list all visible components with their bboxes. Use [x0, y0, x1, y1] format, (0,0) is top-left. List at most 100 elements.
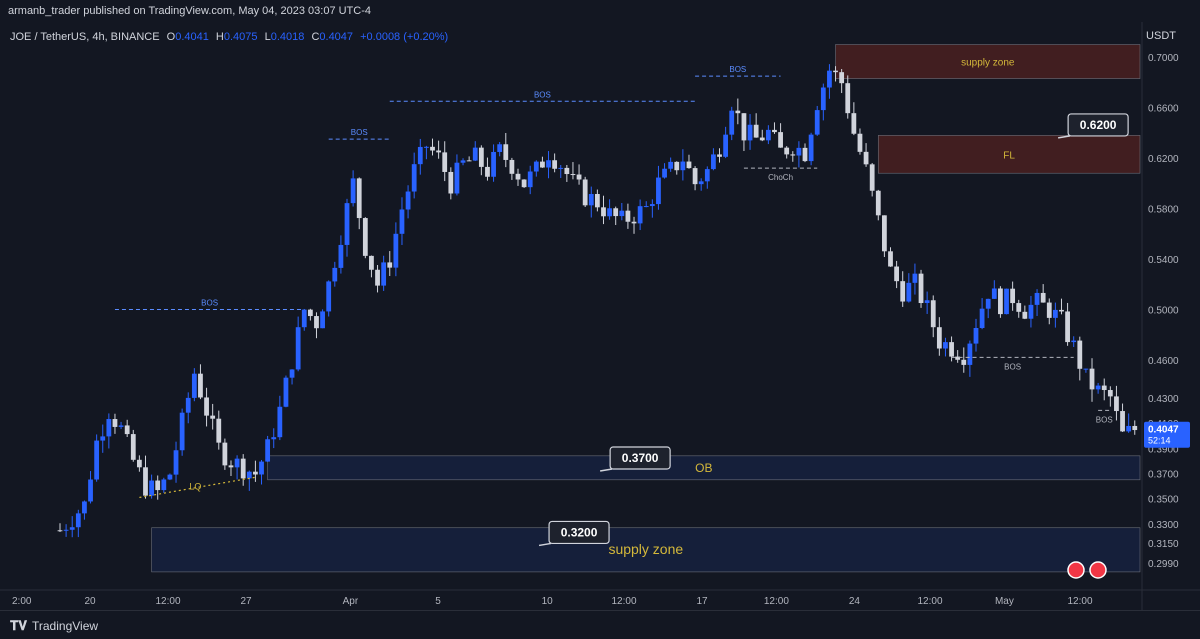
price-chart[interactable]: supply zone FL OB supply zone BOS BOS BOS BOS Ch…	[0, 22, 1200, 610]
candle-body	[649, 204, 655, 207]
candle-body	[1046, 302, 1052, 318]
candle-body	[668, 161, 674, 169]
candle-body	[362, 218, 368, 256]
candle-body	[75, 513, 81, 528]
candle-body	[594, 193, 600, 208]
price-tick-label: 0.3500	[1148, 495, 1179, 506]
candle-body	[570, 174, 576, 176]
time-tick-label: 20	[84, 596, 96, 607]
time-tick-label: 12:00	[611, 596, 636, 607]
candle-body	[588, 193, 594, 206]
candle-body	[485, 166, 490, 177]
candle-body	[930, 300, 936, 328]
bos-label: BOS	[729, 65, 746, 74]
candle-body	[686, 161, 692, 169]
candle-body	[405, 191, 411, 210]
candle-body	[674, 161, 680, 171]
candle-body	[417, 146, 423, 165]
candle-body	[735, 110, 741, 114]
candle-body	[277, 406, 283, 438]
candle-body	[1095, 385, 1101, 390]
close-label: C	[311, 31, 320, 43]
candle-body	[326, 281, 332, 312]
candle-body	[1065, 311, 1070, 343]
candle-body	[637, 206, 643, 224]
candle-body	[912, 273, 918, 283]
zone-box	[835, 44, 1141, 79]
candle-body	[301, 309, 307, 328]
candle-body	[216, 418, 222, 443]
low-label: L	[264, 31, 271, 43]
time-tick-label: 17	[696, 596, 708, 607]
price-tick-label: 0.3150	[1148, 539, 1179, 550]
candle-body	[185, 397, 191, 413]
candle-body	[607, 208, 612, 217]
candle-body	[136, 459, 142, 468]
economic-event-icon	[1067, 561, 1085, 579]
price-tick-label: 0.5400	[1148, 255, 1179, 266]
candle-body	[155, 480, 161, 491]
callout-box	[609, 446, 671, 470]
candle-body	[338, 244, 344, 268]
candle-body	[888, 251, 893, 267]
candle-body	[1059, 309, 1064, 312]
candle-body	[393, 233, 399, 268]
candle-body	[802, 147, 808, 162]
candle-body	[619, 210, 625, 217]
candle-body	[106, 419, 112, 437]
candle-body	[356, 178, 362, 219]
candle-body	[1089, 368, 1095, 390]
chart-frame[interactable]: JOE / TetherUS, 4h, BINANCE O0.4041 H0.4…	[0, 22, 1200, 610]
economic-event-icon	[1089, 561, 1107, 579]
candle-body	[881, 215, 887, 252]
candle-body	[863, 151, 869, 165]
candle-countdown-label: 52:14	[1148, 436, 1171, 446]
time-tick-label: 12:00	[155, 596, 180, 607]
candle-body	[936, 327, 942, 349]
candle-body	[118, 425, 124, 427]
candle-body	[491, 151, 496, 177]
candle-body	[723, 134, 729, 157]
candle-body	[759, 137, 765, 141]
candle-body	[576, 174, 582, 180]
candle-body	[985, 298, 991, 309]
candle-body	[112, 419, 118, 427]
tradingview-logo[interactable]: 𝐓𝐕 TradingView	[10, 618, 98, 634]
candle-body	[778, 132, 783, 148]
candle-body	[784, 147, 790, 155]
candle-body	[253, 471, 258, 475]
candle-body	[875, 190, 881, 216]
candle-body	[613, 208, 619, 217]
candle-body	[259, 461, 264, 475]
candle-body	[833, 70, 838, 73]
candle-body	[228, 465, 234, 468]
candle-body	[240, 458, 246, 479]
candle-body	[1120, 411, 1125, 432]
candle-body	[497, 144, 503, 152]
current-price-label: 0.4047	[1148, 425, 1179, 436]
candle-body	[1004, 288, 1009, 315]
candle-body	[515, 173, 521, 180]
candle-body	[900, 281, 906, 302]
candle-body	[448, 171, 454, 194]
candle-body	[143, 467, 148, 496]
candle-body	[198, 373, 203, 398]
candle-body	[924, 300, 930, 304]
candle-body	[1077, 340, 1083, 369]
candle-body	[698, 181, 704, 185]
candle-body	[369, 255, 374, 270]
candle-body	[82, 501, 87, 514]
tradingview-logo-icon: 𝐓𝐕	[10, 618, 27, 633]
candle-body	[918, 273, 924, 304]
candle-body	[540, 161, 545, 168]
candle-body	[704, 169, 710, 182]
close-value: 0.4047	[319, 31, 354, 43]
candle-body	[711, 154, 716, 170]
callout-label: 0.3200	[561, 525, 598, 539]
candle-body	[442, 152, 448, 172]
candle-body	[1040, 292, 1046, 303]
candle-body	[625, 210, 631, 222]
zone-label: OB	[695, 461, 712, 475]
time-tick-label: 2:00	[12, 596, 32, 607]
